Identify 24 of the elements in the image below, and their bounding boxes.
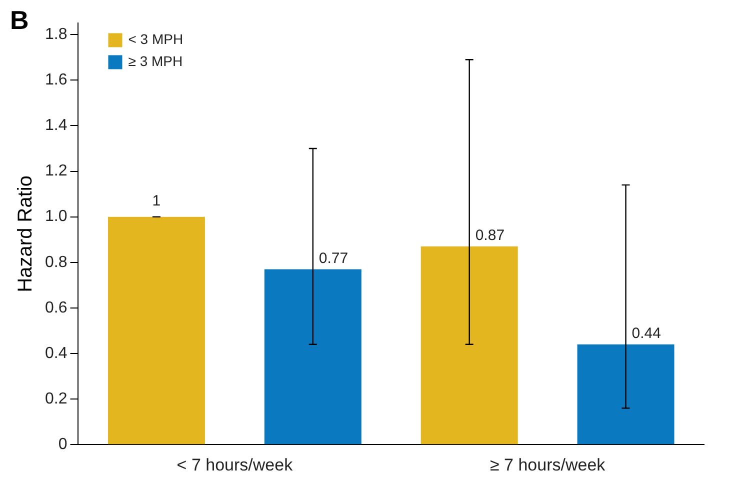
y-tick-label: 1.6 — [44, 72, 68, 89]
data-label: 0.87 — [475, 227, 505, 244]
bar — [577, 344, 674, 444]
y-tick-label: 1.2 — [44, 162, 68, 180]
data-label: 0.44 — [632, 325, 661, 342]
y-tick-label: 1.4 — [44, 117, 68, 134]
y-tick-label: 0.2 — [44, 390, 68, 408]
chart-title: B — [10, 4, 29, 35]
legend-label: ≥ 3 MPH — [128, 53, 183, 70]
y-tick-label: 0.6 — [44, 299, 68, 316]
data-label: 0.77 — [318, 250, 348, 267]
y-tick-label: 0 — [58, 436, 68, 454]
y-tick-label: 1.8 — [44, 26, 68, 43]
bar — [108, 216, 205, 444]
data-label: 1 — [152, 192, 161, 210]
y-tick-label: 0.4 — [44, 344, 68, 362]
y-tick-label: 0.8 — [44, 254, 68, 271]
bar — [420, 246, 518, 444]
legend-label: < 3 MPH — [128, 31, 184, 48]
y-axis-title: Hazard Ratio — [14, 176, 37, 292]
bar — [264, 269, 362, 444]
x-tick-label: < 7 hours/week — [176, 455, 294, 474]
x-tick-label: ≥ 7 hours/week — [490, 455, 606, 474]
y-tick-label: 1.0 — [44, 208, 68, 226]
